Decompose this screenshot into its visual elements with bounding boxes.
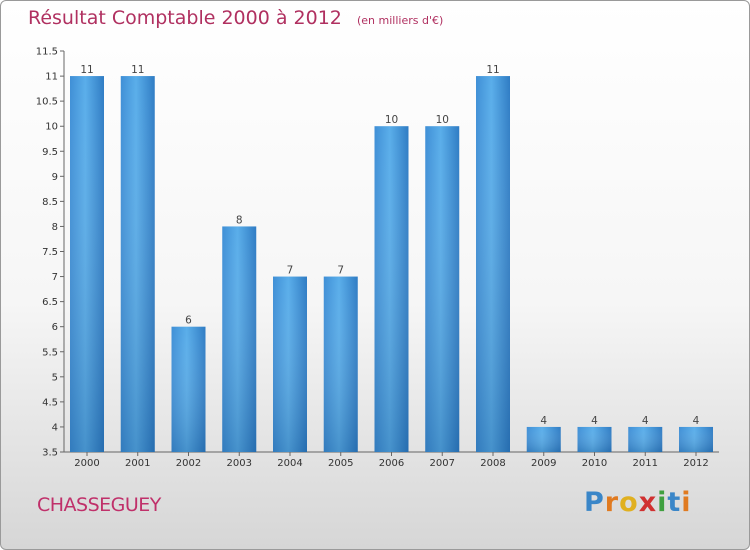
data-label: 10 (385, 114, 398, 126)
bar-shade (476, 76, 510, 452)
brand-letter: t (667, 487, 682, 518)
y-tick-label: 11.5 (36, 47, 58, 58)
bar-shade (679, 426, 713, 452)
data-label: 10 (436, 114, 449, 126)
bar-shade (120, 76, 155, 452)
bar-shade (70, 76, 104, 452)
x-tick-label: 2008 (480, 458, 505, 469)
x-tick-label: 2003 (227, 458, 252, 469)
brand-letter: i (657, 487, 668, 518)
bar-shade (273, 276, 307, 452)
title-row: Résultat Comptable 2000 à 2012 (en milli… (28, 7, 443, 29)
x-tick-label: 2007 (430, 458, 455, 469)
data-label: 11 (80, 64, 93, 76)
x-tick-label: 2005 (328, 458, 353, 469)
brand-letter: P (584, 487, 605, 518)
data-label: 7 (337, 265, 344, 277)
bar-shade (222, 226, 257, 452)
data-label: 11 (486, 64, 499, 76)
bars-group (70, 76, 713, 452)
bar-shade (425, 126, 460, 452)
data-label: 4 (591, 415, 598, 427)
y-tick-label: 9.5 (42, 147, 58, 158)
x-tick-label: 2010 (582, 458, 607, 469)
labels-group: 2000 11 2001 11 2002 6 2003 8 2004 7 2005 7 2006 10 20… (74, 64, 708, 469)
y-tick-label: 11 (45, 72, 58, 83)
brand-letter: i (681, 487, 692, 518)
bar-shade (526, 426, 561, 452)
city-name: CHASSEGUEY (37, 494, 161, 516)
y-tick-label: 4.5 (42, 397, 58, 408)
brand-letter: r (604, 487, 620, 518)
data-label: 4 (642, 415, 649, 427)
data-label: 4 (693, 415, 700, 427)
y-tick-label: 9 (52, 172, 58, 183)
y-tick-label: 5 (52, 372, 58, 383)
y-tick-label: 3.5 (42, 448, 58, 459)
x-tick-label: 2011 (633, 458, 658, 469)
y-tick-label: 6 (52, 322, 58, 333)
x-tick-label: 2012 (683, 458, 708, 469)
y-tick-label: 7.5 (42, 247, 58, 258)
bar-shade (628, 426, 663, 452)
y-tick-label: 5.5 (42, 347, 58, 358)
brand-logo: Proxiti (584, 487, 692, 518)
chart-title: Résultat Comptable 2000 à 2012 (28, 7, 342, 29)
data-label: 6 (185, 315, 192, 327)
data-label: 4 (540, 415, 547, 427)
x-tick-label: 2006 (379, 458, 404, 469)
x-tick-label: 2002 (176, 458, 201, 469)
brand-letter: x (638, 487, 658, 518)
data-label: 8 (236, 214, 243, 226)
bar-shade (171, 326, 206, 452)
bar-shade (374, 126, 409, 452)
y-tick-label: 10.5 (36, 97, 58, 108)
x-tick-label: 2004 (277, 458, 302, 469)
y-tick-label: 10 (45, 122, 58, 133)
brand-letter: o (619, 487, 639, 518)
y-tick-label: 7 (52, 272, 58, 283)
x-tick-label: 2009 (531, 458, 556, 469)
bar-shade (577, 426, 612, 452)
bar-shade (323, 276, 358, 452)
y-tick-label: 8 (52, 222, 58, 233)
chart-unit-note: (en milliers d'€) (356, 14, 444, 27)
data-label: 7 (287, 265, 294, 277)
x-tick-label: 2001 (125, 458, 150, 469)
y-tick-label: 6.5 (42, 297, 58, 308)
y-tick-label: 4 (52, 422, 58, 433)
y-tick-label: 8.5 (42, 197, 58, 208)
data-label: 11 (131, 64, 144, 76)
x-tick-label: 2000 (74, 458, 99, 469)
